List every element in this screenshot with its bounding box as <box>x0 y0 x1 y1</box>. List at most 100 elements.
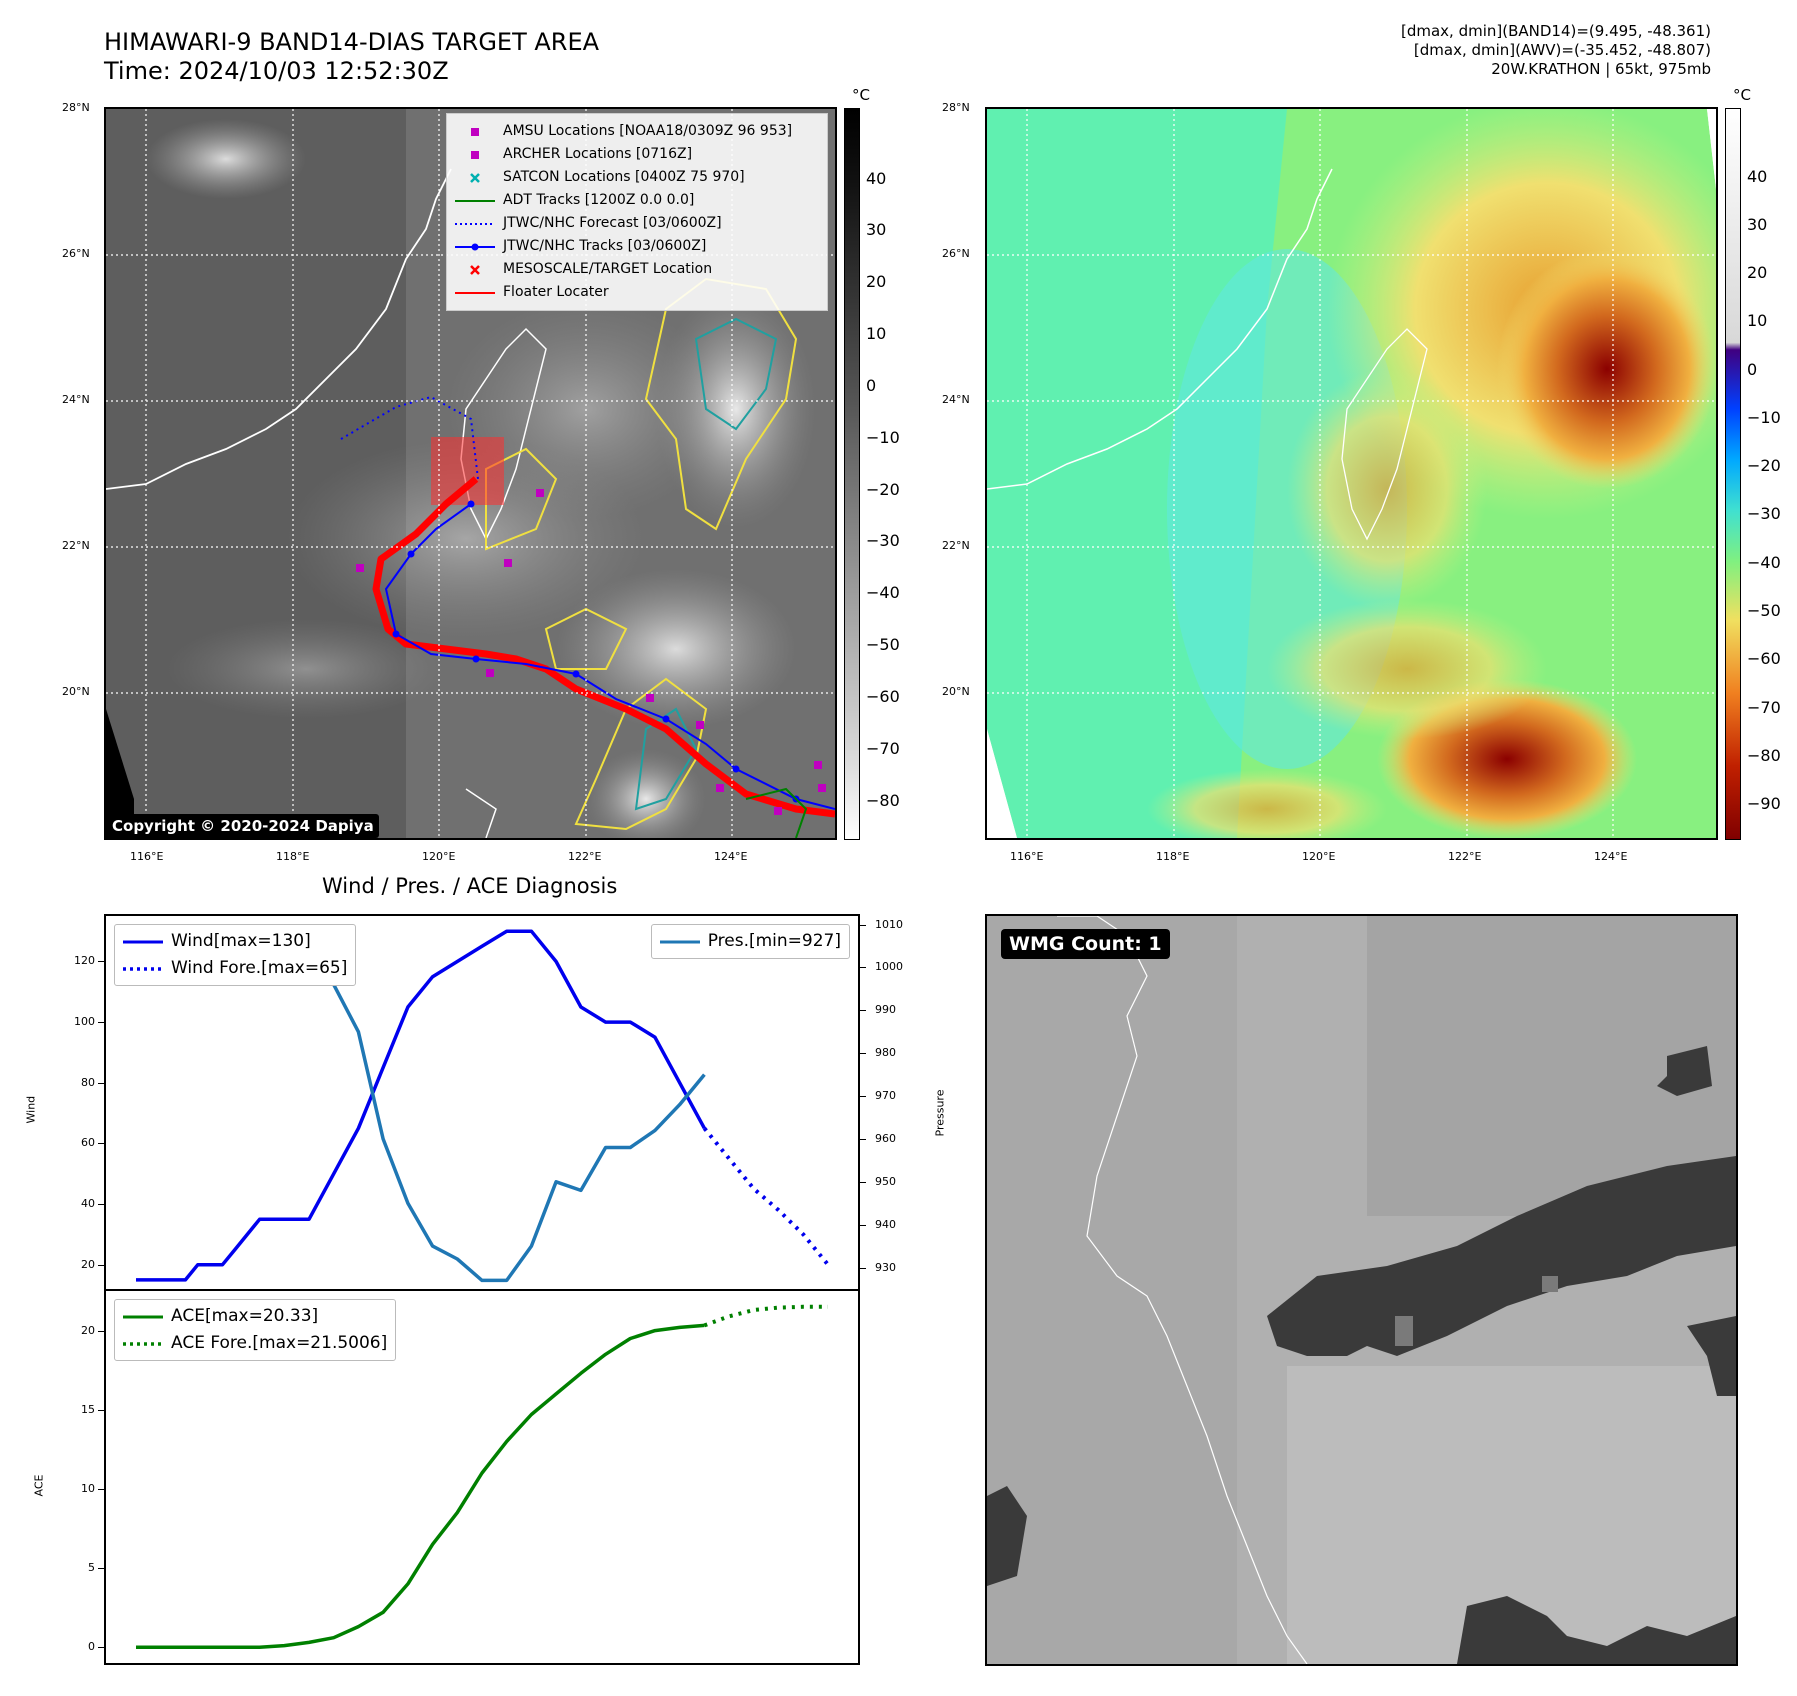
y-tick-mark <box>860 1224 866 1226</box>
y-tick-mark <box>860 1181 866 1183</box>
line-icon <box>659 939 700 945</box>
legend-item-jtwc-forecast: JTWC/NHC Forecast [03/0600Z] <box>455 212 819 235</box>
ir-image-panel: AMSU Locations [NOAA18/0309Z 96 953] ARC… <box>104 107 837 840</box>
lat-label: 20°N <box>62 685 90 698</box>
y-tick-label: 120 <box>74 954 95 968</box>
legend-label: MESOSCALE/TARGET Location <box>503 261 713 277</box>
y-tick-label: 1010 <box>875 917 903 931</box>
copyright-badge: Copyright © 2020-2024 Dapiya <box>107 814 379 838</box>
legend-item-mesoscale: MESOSCALE/TARGET Location <box>455 258 819 281</box>
legend-label: Pres.[min=927] <box>707 931 841 951</box>
y-tick-label: 1000 <box>875 960 903 974</box>
legend-item-wind: Wind[max=130] <box>123 928 347 955</box>
wmg-count-badge: WMG Count: 1 <box>1001 929 1170 959</box>
ir-legend: AMSU Locations [NOAA18/0309Z 96 953] ARC… <box>446 113 828 311</box>
ir-colorbar <box>844 108 860 840</box>
y-tick-mark <box>98 1330 104 1332</box>
y-tick-mark <box>860 1267 866 1269</box>
y-tick-mark <box>860 924 866 926</box>
awv-colorbar-tick: 10 <box>1747 311 1768 331</box>
series-line-wind <box>136 929 706 1282</box>
y-tick-mark <box>98 961 104 963</box>
lat-label: 28°N <box>62 101 90 114</box>
lat-label: 22°N <box>62 539 90 552</box>
awv-colorbar-tick: −40 <box>1747 552 1781 572</box>
legend-item-archer: ARCHER Locations [0716Z] <box>455 143 819 166</box>
awv-colorbar-tick: 30 <box>1747 214 1768 234</box>
awv-colorbar-tick: −80 <box>1747 745 1781 765</box>
legend-label: Wind Fore.[max=65] <box>171 958 348 978</box>
y-tick-label: 20 <box>81 1323 95 1337</box>
ir-colorbar-tick: 20 <box>866 272 887 292</box>
ir-colorbar-tick: 10 <box>866 324 887 344</box>
lat-label: 26°N <box>62 247 90 260</box>
lon-label: 116°E <box>130 850 164 863</box>
legend-item-amsu: AMSU Locations [NOAA18/0309Z 96 953] <box>455 120 819 143</box>
info-dmax-band14: [dmax, dmin](BAND14)=(9.495, -48.361) <box>1400 22 1711 40</box>
wind-pres-axes: Wind[max=130] Wind Fore.[max=65] Pres.[m… <box>104 914 860 1291</box>
ir-colorbar-tick: −20 <box>866 479 900 499</box>
lon-label: 120°E <box>422 850 456 863</box>
square-marker-icon <box>455 127 495 137</box>
ace-ylabel: ACE <box>32 1474 46 1497</box>
info-storm: 20W.KRATHON | 65kt, 975mb <box>1491 60 1711 78</box>
y-tick-mark <box>98 1264 104 1266</box>
ace-axes: ACE[max=20.33] ACE Fore.[max=21.5006] <box>104 1289 860 1665</box>
ir-colorbar-tick: −60 <box>866 687 900 707</box>
wmg-image-panel: WMG Count: 1 <box>985 914 1738 1666</box>
lon-label: 122°E <box>1448 850 1482 863</box>
legend-label: ARCHER Locations [0716Z] <box>503 146 693 162</box>
y-tick-mark <box>860 967 866 969</box>
awv-colorbar-tick: −90 <box>1747 794 1781 814</box>
lat-label: 24°N <box>942 393 970 406</box>
ir-colorbar-unit: °C <box>852 86 870 104</box>
lon-label: 120°E <box>1302 850 1336 863</box>
y-tick-label: 0 <box>88 1640 95 1654</box>
ir-colorbar-tick: 40 <box>866 168 887 188</box>
wmg-image <box>987 916 1736 1664</box>
legend-item-satcon: SATCON Locations [0400Z 75 970] <box>455 166 819 189</box>
y-tick-label: 60 <box>81 1136 95 1150</box>
y-tick-mark <box>860 1138 866 1140</box>
lon-label: 124°E <box>1594 850 1628 863</box>
legend-label: Wind[max=130] <box>171 931 311 951</box>
info-dmax-awv: [dmax, dmin](AWV)=(-35.452, -48.807) <box>1413 41 1711 59</box>
y-tick-label: 80 <box>81 1075 95 1089</box>
lat-label: 20°N <box>942 685 970 698</box>
awv-image <box>987 109 1716 838</box>
y-tick-label: 940 <box>875 1217 896 1231</box>
awv-colorbar-tick: −20 <box>1747 456 1781 476</box>
y-tick-mark <box>98 1409 104 1411</box>
legend-item-floater: Floater Locater <box>455 281 819 304</box>
ace-legend: ACE[max=20.33] ACE Fore.[max=21.5006] <box>114 1299 397 1361</box>
ir-colorbar-tick: −10 <box>866 427 900 447</box>
awv-colorbar-tick: −30 <box>1747 504 1781 524</box>
line-icon <box>123 939 163 945</box>
awv-colorbar-tick: −50 <box>1747 601 1781 621</box>
legend-item-ace-forecast: ACE Fore.[max=21.5006] <box>123 1330 387 1357</box>
awv-colorbar-tick: 20 <box>1747 263 1768 283</box>
ir-colorbar-tick: 30 <box>866 220 887 240</box>
awv-colorbar-tick: −10 <box>1747 407 1781 427</box>
ace-plot <box>136 1304 828 1649</box>
line-icon <box>455 198 495 204</box>
square-marker-icon <box>455 150 495 160</box>
ir-colorbar-tick: 0 <box>866 375 877 395</box>
y-tick-mark <box>98 1082 104 1084</box>
x-marker-icon <box>455 264 495 276</box>
y-tick-label: 970 <box>875 1089 896 1103</box>
awv-image-panel <box>985 107 1718 840</box>
y-tick-label: 15 <box>81 1402 95 1416</box>
wind-legend: Wind[max=130] Wind Fore.[max=65] <box>114 924 357 986</box>
lon-label: 118°E <box>276 850 310 863</box>
y-tick-label: 20 <box>81 1257 95 1271</box>
diag-title: Wind / Pres. / ACE Diagnosis <box>322 874 618 898</box>
dotted-line-icon <box>455 221 495 227</box>
y-tick-mark <box>860 1053 866 1055</box>
awv-colorbar-tick: −70 <box>1747 697 1781 717</box>
ir-colorbar-tick: −50 <box>866 635 900 655</box>
lat-label: 24°N <box>62 393 90 406</box>
ir-colorbar-tick: −30 <box>866 531 900 551</box>
legend-label: Floater Locater <box>503 284 609 300</box>
ir-colorbar-tick: −70 <box>866 738 900 758</box>
